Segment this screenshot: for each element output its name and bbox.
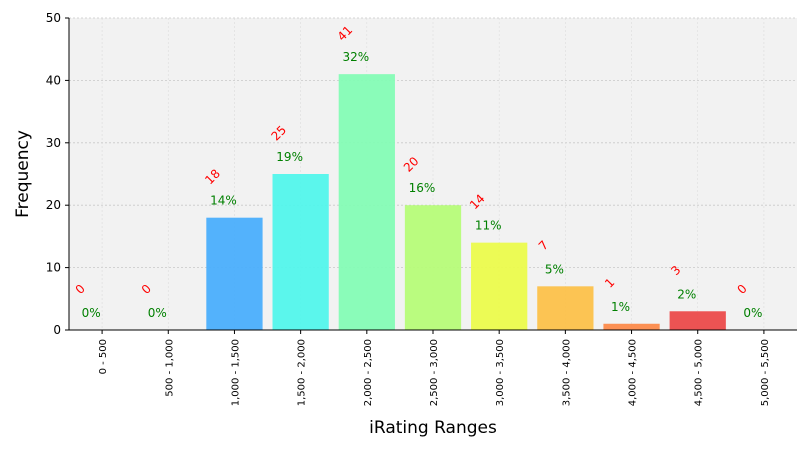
x-tick-label: 2,500 - 3,000 (429, 339, 440, 406)
x-tick-label: 500 - 1,000 (164, 339, 175, 397)
x-tick-label: 1,000 - 1,500 (230, 339, 241, 406)
percent-label: 14% (210, 194, 237, 208)
y-tick-label: 50 (46, 11, 61, 25)
percent-label: 16% (409, 181, 436, 195)
percent-label: 32% (342, 50, 369, 64)
percent-label: 0% (82, 306, 101, 320)
x-tick-label: 4,500 - 5,000 (694, 339, 705, 406)
percent-label: 19% (276, 150, 303, 164)
bar-4-500-5-000 (669, 311, 726, 330)
y-tick-label: 20 (46, 198, 61, 212)
bar-2-500-3-000 (404, 205, 462, 330)
y-tick-label: 30 (46, 136, 61, 150)
bars (206, 74, 726, 330)
x-tick-label: 5,000 - 5,500 (760, 339, 771, 406)
x-tick-label: 1,500 - 2,000 (297, 339, 308, 406)
percent-label: 2% (677, 287, 696, 301)
y-axis-label: Frequency (13, 130, 33, 218)
bar-1-000-1-500 (206, 217, 263, 330)
percent-label: 0% (148, 306, 167, 320)
bar-3-000-3-500 (471, 242, 528, 330)
percent-label: 11% (475, 219, 502, 233)
x-tick-label: 3,000 - 3,500 (495, 339, 506, 406)
percent-label: 1% (611, 300, 630, 314)
x-axis-ticks: 0 - 500 500 - 1,000 1,000 - 1,500 1,500 - 2… (98, 330, 771, 406)
x-tick-label: 2,000 - 2,500 (363, 339, 374, 406)
percent-label: 0% (743, 306, 762, 320)
bar-4-000-4-500 (603, 323, 660, 330)
x-tick-label: 3,500 - 4,000 (561, 339, 572, 406)
x-tick-label: 4,000 - 4,500 (628, 339, 639, 406)
y-tick-label: 40 (46, 73, 61, 87)
y-tick-label: 10 (46, 261, 61, 275)
y-axis-ticks: 0 10 20 30 40 50 (46, 11, 69, 337)
x-tick-label: 0 - 500 (98, 339, 109, 374)
bar-2-000-2-500 (338, 74, 395, 330)
y-tick-label: 0 (53, 323, 61, 337)
percent-label: 5% (545, 262, 564, 276)
x-axis-label: iRating Ranges (369, 418, 497, 438)
bar-1-500-2-000 (272, 174, 329, 330)
bar-3-500-4-000 (537, 286, 594, 330)
